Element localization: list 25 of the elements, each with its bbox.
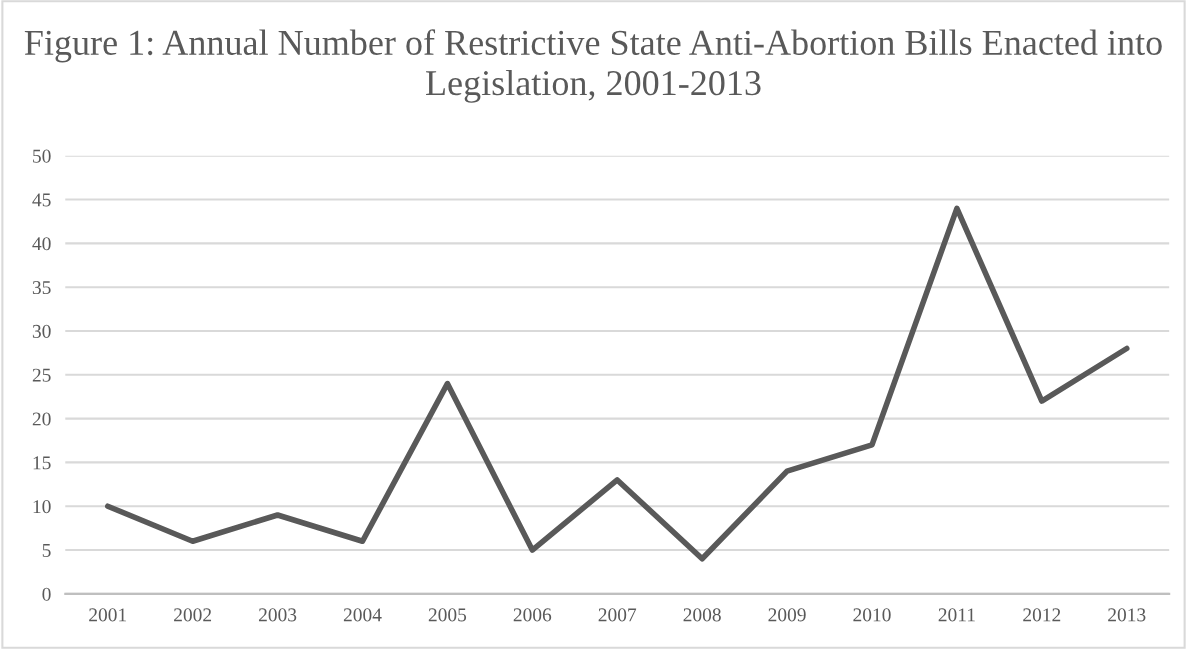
x-tick-label: 2004 <box>343 608 382 622</box>
x-tick-label: 2011 <box>938 608 975 622</box>
x-tick-label: 2009 <box>768 608 806 622</box>
y-tick-label: 15 <box>33 456 51 470</box>
y-tick-label: 0 <box>42 587 51 601</box>
y-tick-label: 40 <box>32 237 51 251</box>
x-tick-label: 2003 <box>258 608 297 622</box>
x-tick-label: 2002 <box>174 608 212 622</box>
y-tick-label: 30 <box>32 324 51 338</box>
x-tick-label: 2010 <box>853 608 891 622</box>
y-tick-label: 25 <box>32 368 51 382</box>
y-tick-label: 50 <box>33 149 51 163</box>
x-tick-label: 2005 <box>428 608 467 622</box>
x-tick-label: 2013 <box>1108 608 1146 622</box>
y-tick-label: 35 <box>32 281 51 295</box>
x-tick-label: 2008 <box>683 608 721 622</box>
y-tick-label: 10 <box>33 500 51 514</box>
y-tick-label: 45 <box>32 193 51 207</box>
chart-title: Figure 1: Annual Number of Restrictive State Anti-Abortion Bills Enacted into Legislation, 2001-2013 <box>24 29 1162 103</box>
x-tick-label: 2006 <box>513 608 552 622</box>
x-tick-label: 2001 <box>89 608 127 622</box>
x-tick-label: 2012 <box>1023 608 1061 622</box>
y-tick-label: 20 <box>32 412 51 426</box>
x-tick-label: 2007 <box>598 608 637 622</box>
y-tick-label: 5 <box>42 544 51 557</box>
